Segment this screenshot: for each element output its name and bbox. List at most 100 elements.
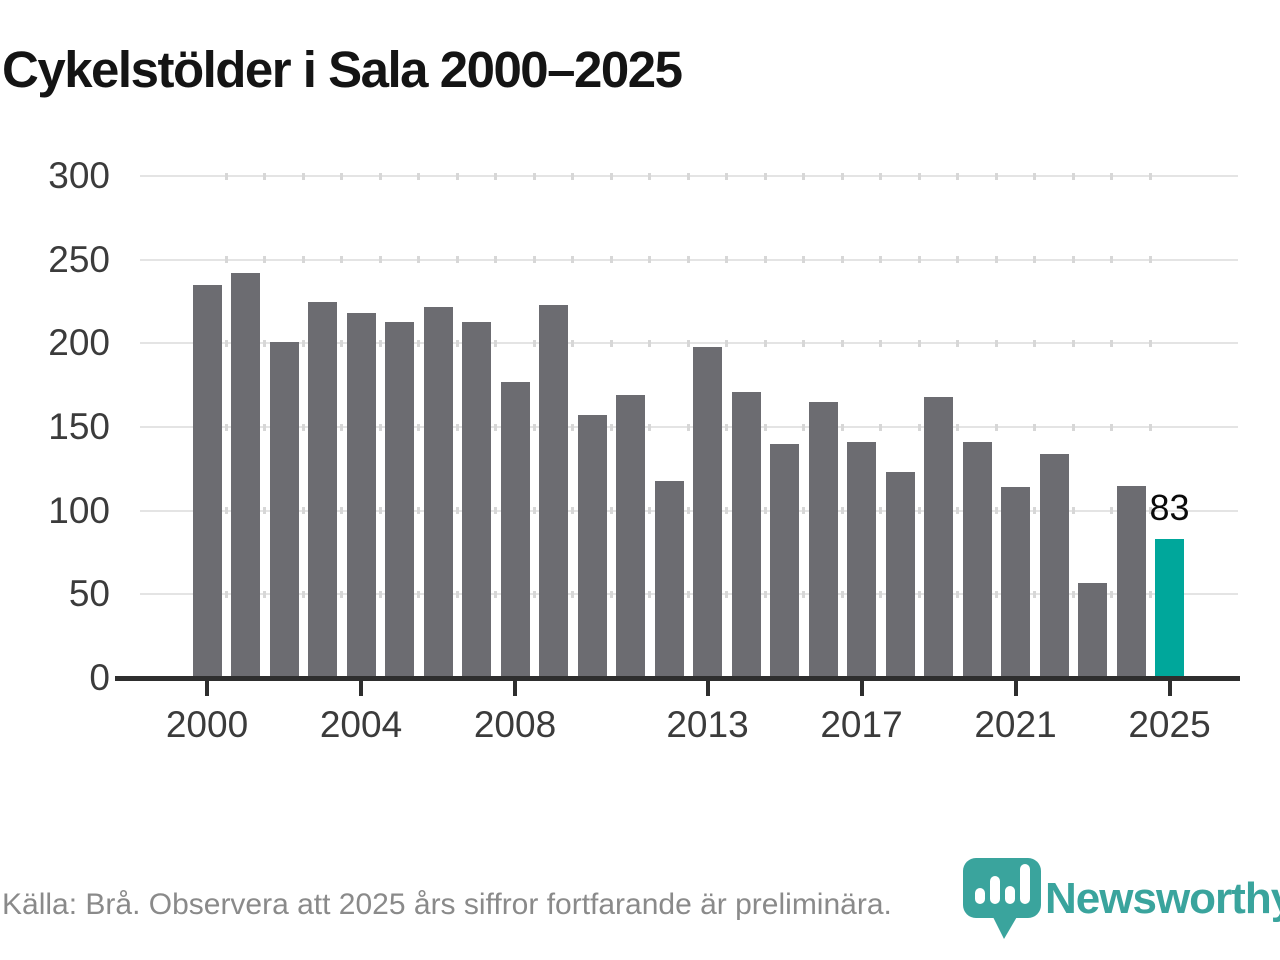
grid-minor-tick (648, 172, 652, 180)
grid-minor-tick (1033, 507, 1037, 515)
grid-minor-tick (571, 507, 575, 515)
y-axis-label-150: 150 (48, 406, 110, 447)
grid-minor-tick (532, 172, 536, 180)
grid-minor-tick (763, 339, 767, 347)
grid-minor-tick (1071, 423, 1075, 431)
grid-minor-tick (494, 590, 498, 598)
grid-minor-tick (340, 172, 344, 180)
grid-minor-tick (224, 507, 228, 515)
grid-minor-tick (1110, 256, 1114, 264)
bar-2020 (962, 442, 992, 678)
bar-2007 (462, 321, 491, 678)
grid-minor-tick (609, 590, 613, 598)
grid-minor-tick (840, 507, 844, 515)
grid-minor-tick (956, 590, 960, 598)
grid-minor-tick (455, 590, 459, 598)
bar-2023 (1078, 582, 1107, 678)
grid-minor-tick (725, 590, 729, 598)
grid-minor-tick (994, 172, 998, 180)
grid-minor-tick (532, 339, 536, 347)
grid-minor-tick (417, 590, 421, 598)
grid-minor-tick (725, 339, 729, 347)
grid-minor-tick (532, 590, 536, 598)
grid-minor-tick (956, 423, 960, 431)
grid-minor-tick (494, 172, 498, 180)
grid-minor-tick (378, 339, 382, 347)
x-axis-tick-2021 (1013, 681, 1018, 696)
grid-minor-tick (917, 256, 921, 264)
grid-minor-tick (802, 423, 806, 431)
bar-2002 (269, 341, 299, 678)
x-axis-tick-2017 (859, 681, 864, 696)
grid-minor-tick (879, 423, 883, 431)
grid-minor-tick (263, 423, 267, 431)
grid-minor-tick (571, 172, 575, 180)
grid-minor-tick (802, 507, 806, 515)
grid-minor-tick (571, 256, 575, 264)
x-axis-label-2025: 2025 (1128, 704, 1211, 745)
grid-minor-tick (224, 590, 228, 598)
grid-minor-tick (1071, 590, 1075, 598)
grid-minor-tick (956, 172, 960, 180)
grid-minor-tick (686, 172, 690, 180)
grid-minor-tick (840, 590, 844, 598)
grid-minor-tick (1148, 256, 1152, 264)
grid-minor-tick (1110, 423, 1114, 431)
grid-minor-tick (301, 256, 305, 264)
bar-2010 (577, 415, 607, 678)
grid-minor-tick (917, 339, 921, 347)
grid-minor-tick (301, 590, 305, 598)
grid-minor-tick (455, 172, 459, 180)
grid-minor-tick (648, 590, 652, 598)
bar-2008 (500, 381, 530, 678)
x-axis-label-2008: 2008 (473, 704, 557, 745)
grid-minor-tick (378, 507, 382, 515)
grid-minor-tick (340, 507, 344, 515)
x-axis-line (115, 676, 1240, 681)
page-title: Cykelstölder i Sala 2000–2025 (2, 41, 683, 98)
grid-minor-tick (609, 256, 613, 264)
grid-minor-tick (1071, 339, 1075, 347)
grid-minor-tick (455, 256, 459, 264)
bar-chart: 0 50 100 150 200 250 300 2000 2004 2008 2013 2017 20… (48, 155, 1240, 745)
x-axis-label-2017: 2017 (820, 704, 903, 745)
grid-minor-tick (1110, 590, 1114, 598)
grid-minor-tick (378, 256, 382, 264)
grid-minor-tick (301, 423, 305, 431)
grid-minor-tick (609, 339, 613, 347)
bar-2021 (1001, 487, 1030, 678)
grid-minor-tick (609, 423, 613, 431)
grid-minor-tick (301, 507, 305, 515)
grid-minor-tick (648, 339, 652, 347)
grid-minor-tick (301, 172, 305, 180)
grid-minor-tick (840, 256, 844, 264)
grid-minor-tick (763, 507, 767, 515)
grid-minor-tick (1148, 172, 1152, 180)
grid-minor-tick (417, 339, 421, 347)
x-axis-label-2000: 2000 (165, 704, 249, 745)
grid-minor-tick (802, 590, 806, 598)
y-axis-label-200: 200 (48, 322, 110, 364)
grid-minor-tick (879, 339, 883, 347)
bar-2017 (847, 442, 876, 678)
grid-minor-tick (1110, 172, 1114, 180)
grid-minor-tick (763, 256, 767, 264)
grid-minor-tick (917, 590, 921, 598)
grid-minor-tick (224, 256, 228, 264)
grid-minor-tick (917, 507, 921, 515)
grid-minor-tick (1033, 256, 1037, 264)
grid-minor-tick (455, 423, 459, 431)
y-axis-label-300: 300 (48, 155, 110, 196)
grid-minor-tick (840, 339, 844, 347)
bar-2006 (423, 306, 453, 678)
grid-minor-tick (494, 256, 498, 264)
grid-minor-tick (917, 423, 921, 431)
grid-minor-tick (340, 423, 344, 431)
source-note: Källa: Brå. Observera att 2025 års siffr… (2, 888, 892, 921)
grid-minor-tick (1033, 423, 1037, 431)
grid-minor-tick (686, 507, 690, 515)
bar-2003 (308, 301, 337, 678)
x-axis-tick-2013 (705, 681, 710, 696)
grid-minor-tick (648, 507, 652, 515)
grid-minor-tick (609, 172, 613, 180)
